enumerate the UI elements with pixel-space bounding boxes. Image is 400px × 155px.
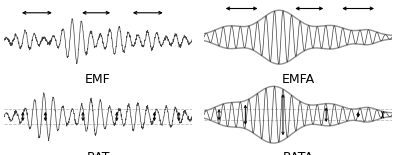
Text: RAT: RAT (86, 151, 110, 155)
Text: EMFA: EMFA (282, 73, 314, 86)
Text: EMF: EMF (85, 73, 111, 86)
Text: RATA: RATA (282, 151, 314, 155)
